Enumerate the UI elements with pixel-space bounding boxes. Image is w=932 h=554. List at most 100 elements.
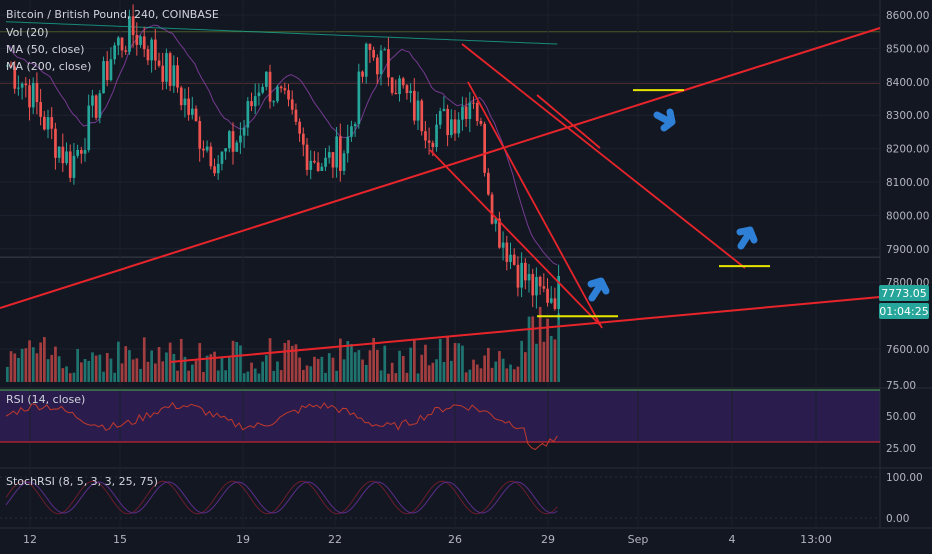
trendline-descending-long[interactable] — [429, 149, 601, 326]
rsi-title: RSI (14, close) — [6, 393, 85, 406]
candle-body — [509, 254, 512, 262]
countdown-label: 01:04:25 — [879, 305, 928, 318]
countdown-background — [879, 303, 929, 319]
candle-body — [431, 142, 435, 148]
volume-bar — [357, 350, 361, 382]
candle-body — [302, 133, 305, 145]
volume-bar — [320, 356, 324, 382]
candle-body — [479, 120, 483, 124]
candle-body — [87, 105, 91, 151]
time-axis[interactable]: 12 15 19 22 26 29 Sep 4 13:00 — [23, 533, 832, 546]
volume-bar — [205, 355, 209, 382]
volume-bar — [457, 343, 461, 382]
volume-bar — [490, 367, 494, 382]
candle-body — [287, 90, 290, 100]
ma50-line — [5, 24, 558, 266]
volume-bar — [413, 340, 416, 382]
candle-body — [120, 37, 124, 51]
volume-bar — [542, 341, 546, 382]
arrow-up-icon[interactable] — [587, 277, 610, 302]
candle-body — [453, 119, 457, 134]
annotation-arrows[interactable] — [587, 108, 758, 302]
trendline-rising-upper[interactable] — [0, 27, 881, 309]
price-axis-area — [880, 0, 932, 528]
candle-body — [368, 43, 372, 50]
candle-body — [342, 153, 346, 171]
candle-body — [372, 49, 375, 58]
volume-bar — [409, 347, 412, 382]
volume-bar — [475, 364, 479, 382]
price-axis[interactable]: 8600.00 8500.00 8400.00 8300.00 8200.00 8100.… — [886, 10, 929, 356]
volume-bar — [472, 359, 475, 382]
candle-body — [379, 50, 383, 75]
candle-body — [524, 262, 527, 281]
rsi-tick-75: 75.00 — [886, 380, 916, 392]
volume-bar — [31, 347, 35, 382]
stoch-tick-0: 0.00 — [886, 513, 909, 525]
candle-body — [520, 262, 523, 288]
volume-bar — [165, 352, 168, 382]
candle-body — [50, 117, 54, 129]
candle-body — [124, 50, 128, 52]
candle-body — [80, 150, 83, 154]
candle-body — [357, 71, 361, 125]
candle-body — [283, 88, 287, 91]
volume-bar — [102, 371, 105, 382]
candle-body — [383, 49, 387, 51]
candle-body — [43, 116, 46, 130]
price-tick-label: 8000.00 — [886, 210, 929, 222]
trendline-descending-inner[interactable] — [467, 81, 603, 329]
arrow-down-icon[interactable] — [653, 108, 676, 132]
candle-body — [39, 102, 42, 117]
time-tick-label: 13:00 — [800, 533, 832, 546]
candle-body — [401, 78, 405, 86]
volume-bar — [202, 372, 205, 382]
volume-bar — [109, 358, 113, 382]
volume-bar — [150, 350, 153, 382]
candle-body — [6, 65, 9, 67]
candle-body — [294, 109, 298, 122]
volume-bar — [305, 365, 309, 382]
candle-body — [17, 87, 20, 89]
volume-bar — [235, 342, 239, 382]
volume-bar — [35, 353, 39, 382]
candle-body — [109, 59, 113, 81]
volume-bar — [339, 338, 342, 382]
volume-bar — [483, 355, 486, 382]
volume-bar — [487, 347, 490, 382]
level-lines[interactable] — [537, 89, 770, 318]
volume-bar — [401, 355, 405, 382]
volume-bar — [431, 362, 435, 382]
candle-body — [68, 151, 72, 178]
trendline-short[interactable] — [536, 94, 601, 149]
candle-body — [142, 36, 146, 50]
candle-body — [279, 86, 283, 89]
stoch-tick-100: 100.00 — [886, 472, 923, 484]
volume-bar — [287, 340, 290, 382]
volume-bar — [557, 313, 560, 382]
arrow-up-icon[interactable] — [736, 226, 758, 250]
price-tick-label: 7900.00 — [886, 244, 929, 256]
candle-body — [361, 71, 364, 77]
trendlines[interactable] — [0, 26, 881, 363]
volume-bar — [268, 338, 272, 382]
volume-bar — [46, 359, 50, 382]
rsi-panel — [0, 389, 880, 451]
volume-bar — [535, 343, 538, 382]
volume-bar — [131, 359, 135, 382]
candle-body — [553, 298, 557, 309]
trendline-descending-outer[interactable] — [461, 43, 746, 269]
candle-body — [542, 286, 546, 289]
time-tick-label: 15 — [113, 533, 127, 546]
price-tick-label: 7600.00 — [886, 344, 929, 356]
volume-bar — [43, 337, 46, 382]
candle-body — [313, 160, 316, 163]
volume-bar — [294, 344, 298, 382]
price-tick-label: 8400.00 — [886, 77, 929, 89]
candle-body — [298, 121, 301, 134]
trendline-rising-lower[interactable] — [169, 296, 881, 363]
volume-bar — [265, 355, 268, 382]
volume-bar — [350, 343, 353, 382]
